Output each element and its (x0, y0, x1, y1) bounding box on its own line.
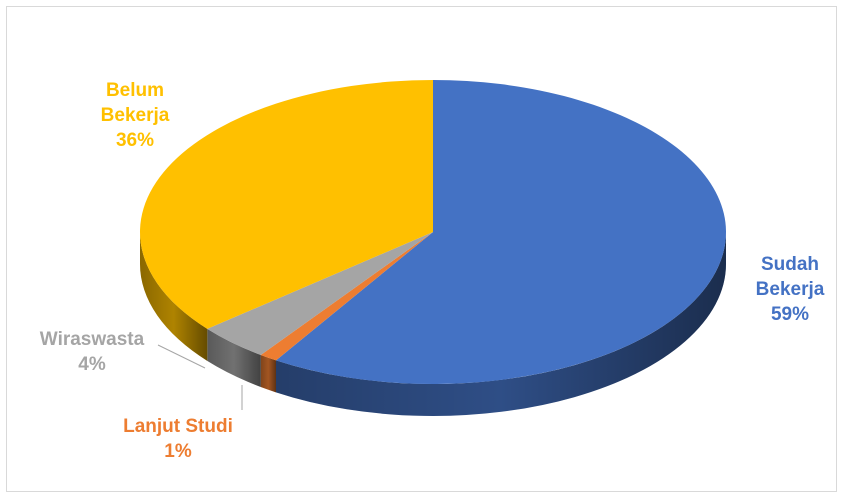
pie-side-wiraswasta (207, 328, 261, 387)
data-label-sudah-bekerja: Sudah Bekerja 59% (756, 254, 825, 325)
pie-slice-wiraswasta (207, 232, 433, 355)
pie-side-lanjut-studi (260, 354, 277, 393)
pie-side-belum-bekerja (140, 232, 208, 361)
data-label-wiraswasta: Wiraswasta 4% (40, 329, 145, 375)
pie-slice-belum-bekerja (139, 80, 434, 329)
pie-slice-sudah-bekerja (276, 80, 727, 385)
data-label-belum-bekerja: Belum Bekerja 36% (101, 80, 170, 151)
leader-line-wiraswasta (157, 344, 206, 369)
pie-sides (140, 232, 726, 416)
data-label-lanjut-studi: Lanjut Studi 1% (123, 416, 233, 462)
pie-side-sudah-bekerja (276, 232, 726, 416)
data-labels: Sudah Bekerja 59% Lanjut Studi 1% Wiraswasta 4… (40, 80, 825, 462)
pie-slice-lanjut-studi (260, 232, 433, 361)
leader-lines (157, 344, 243, 410)
pie-tops (139, 80, 727, 385)
